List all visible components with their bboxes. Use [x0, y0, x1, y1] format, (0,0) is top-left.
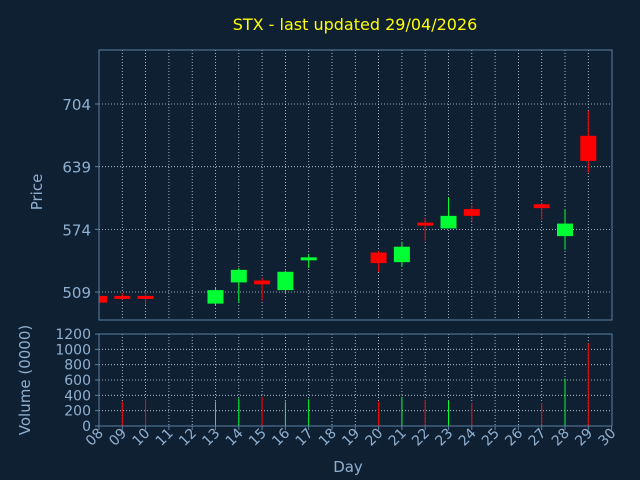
candle-body	[137, 295, 154, 299]
candle-body	[230, 269, 247, 283]
price-tick-label: 509	[62, 284, 91, 302]
volume-tick-label: 1200	[55, 327, 91, 343]
volume-axis-label: Volume (0000)	[16, 325, 34, 435]
price-grid	[99, 50, 612, 320]
price-tick-label: 704	[62, 96, 91, 114]
x-ticks: 08 09 10 11 12 13 14 15 16 17 18 19 20 21 22 23 24 25 26 27…	[83, 425, 620, 449]
price-tick-label: 639	[62, 159, 91, 177]
volume-tick-label: 800	[64, 358, 91, 374]
price-panel: 509 574 639 704	[62, 49, 613, 321]
volume-tick-label: 1000	[55, 342, 91, 358]
candle-body	[393, 246, 410, 263]
candle-body	[254, 280, 271, 285]
day-axis-label: Day	[333, 458, 363, 476]
candle-body	[114, 295, 131, 299]
candle-body	[440, 215, 457, 229]
price-tick-label: 574	[62, 221, 91, 239]
price-ticks: 509 574 639 704	[62, 96, 99, 302]
chart-title: STX - last updated 29/04/2026	[233, 15, 478, 34]
candle-body	[533, 204, 550, 209]
candle-body	[99, 295, 107, 303]
candle-body	[417, 222, 434, 226]
candle-body	[580, 135, 597, 161]
candle-body	[207, 290, 224, 304]
volume-tick-label: 600	[64, 373, 91, 389]
candle-body	[557, 223, 573, 237]
volume-grid	[99, 334, 612, 426]
candle-body	[277, 271, 294, 291]
volume-tick-label: 400	[64, 388, 91, 404]
candle-body	[370, 252, 387, 264]
candles	[99, 110, 597, 306]
volume-tick-label: 0	[82, 419, 91, 435]
volume-tick-label: 200	[64, 404, 91, 420]
price-axis-label: Price	[28, 174, 46, 211]
candle-body	[300, 257, 317, 261]
price-frame	[98, 49, 613, 321]
candle-body	[463, 209, 480, 216]
